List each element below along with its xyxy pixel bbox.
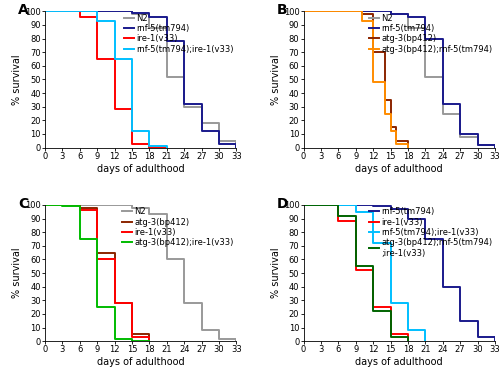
rnf-5(tm794) xyxy=(457,132,463,136)
atg-3(bp412) xyxy=(405,138,411,143)
N2 xyxy=(129,206,135,210)
N2 xyxy=(405,26,411,30)
N2 xyxy=(216,121,222,125)
rnf-5(tm794) xyxy=(300,9,306,14)
N2 xyxy=(474,135,480,139)
ire-1(v33) xyxy=(405,332,411,337)
atg-3(bp412);rnf-5(tm794)
;ire-1(v33) xyxy=(370,264,376,268)
rnf-5(tm794) xyxy=(440,285,446,289)
rnf-5(tm794);ire-1(v33) xyxy=(146,144,152,148)
rnf-5(tm794);ire-1(v33) xyxy=(164,144,170,148)
N2 xyxy=(182,301,188,305)
N2 xyxy=(216,336,222,341)
atg-3(bp412) xyxy=(300,9,306,14)
atg-3(bp412);rnf-5(tm794)
;ire-1(v33) xyxy=(300,202,306,207)
rnf-5(tm794);ire-1(v33) xyxy=(129,57,135,61)
atg-3(bp412);rnf-5(tm794) xyxy=(388,129,394,134)
N2 xyxy=(42,9,48,14)
ire-1(v33) xyxy=(42,9,48,14)
N2 xyxy=(216,328,222,333)
rnf-5(tm794) xyxy=(474,335,480,339)
Line: N2: N2 xyxy=(45,11,236,148)
N2 xyxy=(234,339,239,344)
ire-1(v33) xyxy=(112,301,117,305)
rnf-5(tm794);ire-1(v33) xyxy=(370,210,376,214)
atg-3(bp412) xyxy=(112,301,117,305)
Legend: N2, rnf-5(tm794), atg-3(bp412), atg-3(bp412);rnf-5(tm794): N2, rnf-5(tm794), atg-3(bp412), atg-3(bp… xyxy=(368,13,494,54)
N2 xyxy=(129,202,135,207)
ire-1(v33) xyxy=(146,146,152,150)
N2 xyxy=(234,138,239,143)
atg-3(bp412) xyxy=(94,206,100,210)
N2 xyxy=(182,75,188,79)
rnf-5(tm794) xyxy=(440,36,446,41)
N2 xyxy=(146,212,152,217)
atg-3(bp412) xyxy=(370,50,376,54)
Text: D: D xyxy=(276,197,288,211)
rnf-5(tm794) xyxy=(146,15,152,19)
atg-3(bp412);rnf-5(tm794) xyxy=(388,111,394,116)
rnf-5(tm794) xyxy=(388,204,394,209)
Line: atg-3(bp412);ire-1(v33): atg-3(bp412);ire-1(v33) xyxy=(45,205,150,341)
N2 xyxy=(198,121,204,125)
rnf-5(tm794) xyxy=(182,39,188,44)
atg-3(bp412);ire-1(v33) xyxy=(112,336,117,341)
N2 xyxy=(129,12,135,16)
rnf-5(tm794) xyxy=(388,207,394,211)
rnf-5(tm794) xyxy=(440,237,446,241)
Text: C: C xyxy=(18,197,28,211)
rnf-5(tm794);ire-1(v33) xyxy=(422,339,428,344)
atg-3(bp412);rnf-5(tm794) xyxy=(405,146,411,150)
rnf-5(tm794) xyxy=(129,10,135,15)
ire-1(v33) xyxy=(146,141,152,146)
rnf-5(tm794) xyxy=(492,335,498,339)
rnf-5(tm794);ire-1(v33) xyxy=(129,129,135,134)
rnf-5(tm794) xyxy=(182,102,188,106)
atg-3(bp412);ire-1(v33) xyxy=(77,204,83,209)
rnf-5(tm794) xyxy=(492,146,498,150)
rnf-5(tm794) xyxy=(146,10,152,15)
atg-3(bp412) xyxy=(405,146,411,150)
atg-3(bp412);ire-1(v33) xyxy=(94,305,100,309)
atg-3(bp412) xyxy=(358,9,364,14)
rnf-5(tm794) xyxy=(388,12,394,16)
ire-1(v33) xyxy=(370,268,376,273)
atg-3(bp412);ire-1(v33) xyxy=(42,202,48,207)
N2 xyxy=(422,75,428,79)
rnf-5(tm794) xyxy=(422,36,428,41)
rnf-5(tm794);ire-1(v33) xyxy=(112,18,117,23)
atg-3(bp412) xyxy=(94,251,100,255)
atg-3(bp412);ire-1(v33) xyxy=(77,237,83,241)
ire-1(v33) xyxy=(164,146,170,150)
Line: N2: N2 xyxy=(45,205,236,341)
N2 xyxy=(492,142,498,147)
rnf-5(tm794) xyxy=(422,237,428,241)
ire-1(v33) xyxy=(112,107,117,112)
N2 xyxy=(198,301,204,305)
N2 xyxy=(234,146,239,150)
Legend: N2, atg-3(bp412), ire-1(v33), atg-3(bp412);ire-1(v33): N2, atg-3(bp412), ire-1(v33), atg-3(bp41… xyxy=(122,207,235,248)
atg-3(bp412) xyxy=(146,339,152,344)
N2 xyxy=(388,9,394,14)
rnf-5(tm794) xyxy=(405,216,411,221)
atg-3(bp412) xyxy=(394,125,400,129)
atg-3(bp412);rnf-5(tm794) xyxy=(394,129,400,134)
rnf-5(tm794) xyxy=(440,102,446,106)
rnf-5(tm794) xyxy=(422,15,428,19)
ire-1(v33) xyxy=(112,257,117,262)
N2 xyxy=(440,75,446,79)
atg-3(bp412) xyxy=(382,50,388,54)
Line: ire-1(v33): ire-1(v33) xyxy=(45,205,150,341)
Line: rnf-5(tm794): rnf-5(tm794) xyxy=(45,11,236,148)
atg-3(bp412);ire-1(v33) xyxy=(129,336,135,341)
ire-1(v33) xyxy=(94,57,100,61)
ire-1(v33) xyxy=(300,202,306,207)
ire-1(v33) xyxy=(370,305,376,309)
rnf-5(tm794) xyxy=(492,142,498,147)
atg-3(bp412);rnf-5(tm794) xyxy=(394,141,400,146)
rnf-5(tm794) xyxy=(370,202,376,207)
atg-3(bp412);ire-1(v33) xyxy=(129,339,135,344)
N2 xyxy=(492,146,498,150)
ire-1(v33) xyxy=(129,141,135,146)
ire-1(v33) xyxy=(94,257,100,262)
